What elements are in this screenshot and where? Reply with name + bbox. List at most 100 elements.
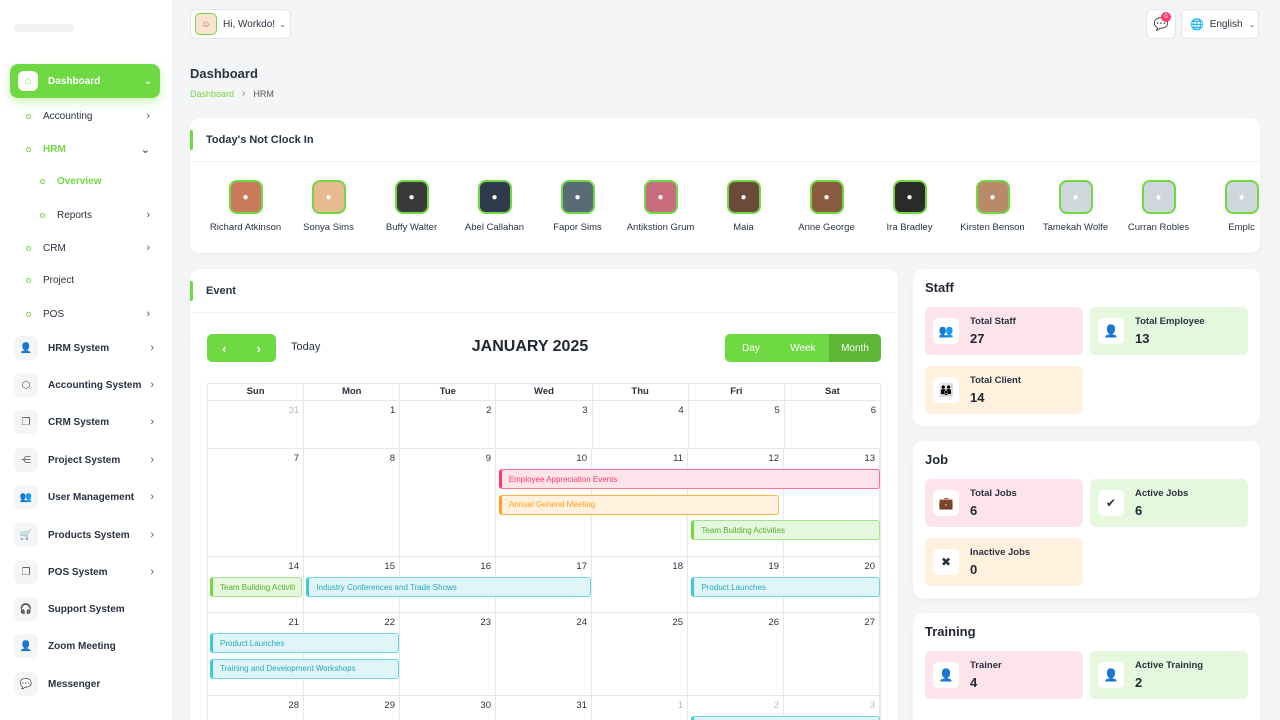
- calendar-day[interactable]: 3: [496, 401, 593, 448]
- user-menu-button[interactable]: ☺ Hi, Workdo! ⌄: [190, 9, 291, 39]
- calendar-day[interactable]: 13: [784, 449, 880, 556]
- employee-item[interactable]: ● Fapor Sims: [536, 180, 619, 233]
- weekday-label: Sun: [208, 384, 305, 400]
- calendar-day[interactable]: 31: [496, 696, 592, 720]
- sidebar-item-products-system[interactable]: 🛒 Products System ›: [14, 523, 154, 547]
- copy-icon: ❐: [14, 410, 38, 434]
- calendar-event[interactable]: Team Building Activiti: [210, 577, 303, 597]
- employee-item[interactable]: ● Kirsten Benson: [951, 180, 1034, 233]
- calendar-day[interactable]: 4: [593, 401, 689, 448]
- calendar-event[interactable]: Annual General Meeting: [498, 494, 779, 515]
- sidebar-item-label: HRM System: [48, 342, 110, 354]
- sidebar-item-pos[interactable]: POS ›: [26, 308, 150, 320]
- stat-tile: 👤 Trainer 4: [925, 651, 1083, 699]
- employee-item[interactable]: ● Curran Robles: [1117, 180, 1200, 233]
- sidebar-item-label: Accounting: [43, 110, 93, 122]
- avatar: ●: [726, 180, 761, 214]
- chevron-right-icon: ›: [150, 529, 154, 541]
- sidebar-item-hrm-system[interactable]: 👤 HRM System ›: [14, 336, 154, 360]
- sidebar-item-messenger[interactable]: 💬 Messenger: [14, 672, 154, 696]
- today-button[interactable]: Today: [291, 341, 321, 353]
- employee-item[interactable]: ● Maia: [702, 180, 785, 233]
- calendar-day[interactable]: 3: [784, 696, 880, 720]
- calendar-day[interactable]: 26: [688, 613, 784, 695]
- calendar-day[interactable]: 31: [208, 401, 305, 448]
- sidebar-item-accounting[interactable]: Accounting ›: [26, 110, 150, 122]
- calendar-day[interactable]: 1: [304, 401, 401, 448]
- sidebar-item-support-system[interactable]: 🎧 Support System: [14, 597, 154, 621]
- calendar-week: 31 1 2 3 4 5 6: [207, 400, 881, 448]
- sidebar-item-dashboard[interactable]: ⌂ Dashboard ⌄: [10, 64, 160, 98]
- view-day-button[interactable]: Day: [742, 342, 760, 354]
- page-title: Dashboard: [190, 66, 258, 81]
- calendar-day[interactable]: 1: [592, 696, 688, 720]
- calendar-day[interactable]: 28: [208, 696, 304, 720]
- employee-item[interactable]: ● Abel Callahan: [453, 180, 536, 233]
- calendar-day[interactable]: 22: [304, 613, 400, 695]
- sidebar-item-user-management[interactable]: 👥 User Management ›: [14, 485, 154, 509]
- calendar-day[interactable]: 18: [592, 557, 688, 612]
- stat-tile: 👪 Total Client 14: [925, 366, 1083, 414]
- sidebar-item-crm[interactable]: CRM ›: [26, 242, 150, 254]
- employee-item[interactable]: ● Ira Bradley: [868, 180, 951, 233]
- calendar-event[interactable]: Employee Appreciation Events: [498, 469, 880, 489]
- calendar-day[interactable]: 12: [688, 449, 784, 556]
- employee-item[interactable]: ● Tamekah Wolfe: [1034, 180, 1117, 233]
- chevron-right-icon: ›: [242, 88, 246, 99]
- view-week-button[interactable]: Week: [790, 342, 816, 354]
- avatar: ●: [809, 180, 844, 214]
- calendar-day[interactable]: 25: [592, 613, 688, 695]
- sidebar-item-overview[interactable]: Overview: [40, 176, 150, 187]
- sidebar-item-crm-system[interactable]: ❐ CRM System ›: [14, 410, 154, 434]
- calendar-day[interactable]: 29: [304, 696, 400, 720]
- calendar-day[interactable]: 27: [784, 613, 880, 695]
- sidebar-item-project[interactable]: Project: [26, 275, 150, 286]
- calendar-day[interactable]: 2: [400, 401, 497, 448]
- calendar-day[interactable]: 23: [400, 613, 496, 695]
- calendar-day[interactable]: 14: [208, 557, 304, 612]
- employee-item[interactable]: ● Buffy Walter: [370, 180, 453, 233]
- sidebar-item-accounting-system[interactable]: ⬡ Accounting System ›: [14, 373, 154, 397]
- sidebar-item-zoom-meeting[interactable]: 👤 Zoom Meeting: [14, 634, 154, 658]
- breadcrumb-link[interactable]: Dashboard: [190, 88, 235, 99]
- brand-logo[interactable]: [14, 16, 134, 38]
- notifications-button[interactable]: 💬 0: [1146, 9, 1176, 39]
- calendar-day[interactable]: 7: [208, 449, 304, 556]
- view-month-button[interactable]: Month: [829, 334, 881, 362]
- weekday-label: Fri: [689, 384, 785, 400]
- employee-item[interactable]: ● Anne George: [785, 180, 868, 233]
- calendar-week: 14 15 16 17 18 19 20 Team Building Activiti Indu…: [207, 556, 881, 612]
- calendar-event[interactable]: Industry Conferences and Trade Shows: [306, 577, 592, 597]
- sidebar-item-pos-system[interactable]: ❐ POS System ›: [14, 560, 154, 584]
- calendar-day[interactable]: 2: [688, 696, 784, 720]
- calendar-day[interactable]: 30: [400, 696, 496, 720]
- calendar-day[interactable]: 21: [208, 613, 304, 695]
- language-selector[interactable]: 🌐 English ⌄: [1181, 9, 1259, 39]
- stat-value: 6: [1135, 503, 1143, 518]
- next-month-button[interactable]: ›: [256, 340, 261, 356]
- stat-value: 14: [970, 390, 985, 405]
- sidebar-item-label: POS System: [48, 566, 108, 578]
- calendar-event[interactable]: [691, 716, 880, 720]
- employee-item[interactable]: ● Sonya Sims: [287, 180, 370, 233]
- calendar-day[interactable]: 6: [870, 405, 876, 416]
- sidebar-item-project-system[interactable]: ⋲ Project System ›: [14, 448, 154, 472]
- employee-item[interactable]: ● Emplc: [1200, 180, 1260, 233]
- calendar-day[interactable]: 5: [689, 401, 785, 448]
- sidebar-item-hrm[interactable]: HRM ⌄: [26, 143, 150, 156]
- sidebar-item-reports[interactable]: Reports ›: [40, 209, 150, 221]
- prev-month-button[interactable]: ‹: [222, 340, 227, 356]
- employee-item[interactable]: ● Richard Atkinson: [204, 180, 287, 233]
- calendar-event[interactable]: Product Launches: [691, 577, 880, 597]
- calendar-day[interactable]: 17: [496, 557, 592, 612]
- calendar-event[interactable]: Product Launches: [210, 633, 399, 653]
- calendar-event[interactable]: Training and Development Workshops: [210, 658, 399, 679]
- calendar-day[interactable]: 24: [496, 613, 592, 695]
- calendar-event[interactable]: Team Building Activities: [691, 520, 880, 540]
- calendar-day[interactable]: 8: [304, 449, 400, 556]
- stat-label: Total Employee: [1135, 316, 1205, 327]
- employee-item[interactable]: ● Antikstion Grum: [619, 180, 702, 233]
- calendar-day[interactable]: 9: [400, 449, 496, 556]
- stat-label: Total Staff: [970, 316, 1016, 327]
- chevron-right-icon: ›: [146, 308, 150, 320]
